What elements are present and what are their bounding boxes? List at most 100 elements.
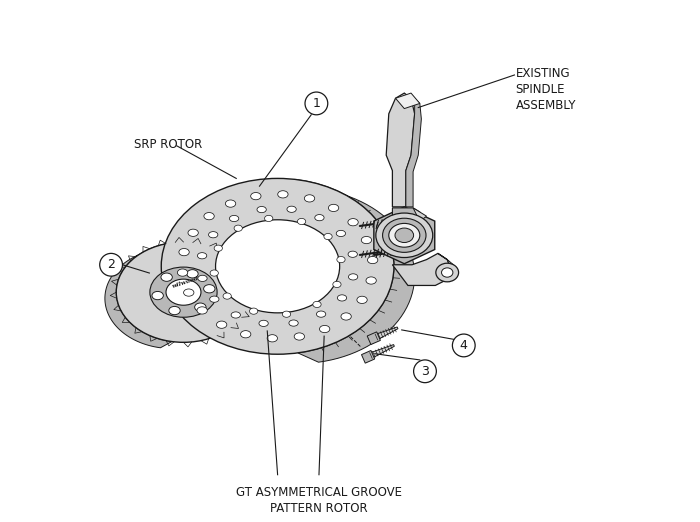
Ellipse shape	[272, 323, 281, 330]
Ellipse shape	[234, 225, 242, 231]
Ellipse shape	[368, 256, 378, 264]
Ellipse shape	[348, 251, 358, 257]
Ellipse shape	[210, 205, 402, 349]
Ellipse shape	[150, 267, 217, 317]
Polygon shape	[395, 93, 420, 109]
Ellipse shape	[295, 295, 304, 302]
Ellipse shape	[357, 296, 368, 303]
Ellipse shape	[315, 215, 324, 221]
Text: 4: 4	[460, 339, 468, 352]
Ellipse shape	[395, 228, 414, 243]
Polygon shape	[393, 208, 420, 227]
Ellipse shape	[289, 320, 298, 326]
Ellipse shape	[152, 291, 163, 300]
Text: 1: 1	[312, 97, 321, 110]
Ellipse shape	[348, 219, 358, 226]
Ellipse shape	[187, 270, 198, 278]
Polygon shape	[413, 208, 426, 221]
Ellipse shape	[230, 216, 239, 222]
Text: SRP ROTOR: SRP ROTOR	[134, 138, 202, 151]
Ellipse shape	[195, 303, 206, 311]
Text: GT ASYMMETRICAL GROOVE
PATTERN ROTOR: GT ASYMMETRICAL GROOVE PATTERN ROTOR	[236, 486, 402, 515]
Ellipse shape	[324, 233, 332, 240]
Ellipse shape	[286, 220, 295, 228]
Polygon shape	[372, 327, 398, 341]
Ellipse shape	[183, 289, 194, 296]
Ellipse shape	[267, 248, 344, 305]
Ellipse shape	[225, 200, 236, 207]
Ellipse shape	[210, 270, 218, 276]
Ellipse shape	[304, 195, 315, 202]
Circle shape	[414, 360, 436, 383]
Text: EXISTING
SPINDLE
ASSEMBLY: EXISTING SPINDLE ASSEMBLY	[515, 67, 576, 112]
Ellipse shape	[323, 288, 333, 295]
Ellipse shape	[216, 321, 227, 328]
Ellipse shape	[287, 206, 296, 212]
Ellipse shape	[197, 253, 206, 259]
Ellipse shape	[169, 306, 180, 315]
Circle shape	[305, 92, 328, 115]
Ellipse shape	[177, 269, 188, 276]
Ellipse shape	[313, 301, 321, 307]
Text: wilwood: wilwood	[172, 276, 200, 289]
Ellipse shape	[361, 236, 372, 244]
Ellipse shape	[341, 313, 351, 320]
Ellipse shape	[230, 267, 239, 275]
Ellipse shape	[442, 268, 453, 277]
Ellipse shape	[231, 312, 240, 318]
Ellipse shape	[257, 207, 266, 212]
Ellipse shape	[188, 229, 198, 236]
Polygon shape	[288, 220, 360, 322]
Ellipse shape	[364, 246, 373, 253]
Ellipse shape	[316, 311, 326, 317]
Ellipse shape	[251, 193, 261, 200]
Ellipse shape	[336, 230, 346, 236]
Polygon shape	[406, 98, 421, 207]
Polygon shape	[386, 93, 414, 207]
Ellipse shape	[267, 335, 277, 342]
Ellipse shape	[307, 251, 317, 258]
Circle shape	[99, 253, 122, 276]
Ellipse shape	[204, 284, 215, 293]
Ellipse shape	[355, 309, 364, 316]
Ellipse shape	[249, 308, 258, 314]
Ellipse shape	[259, 321, 268, 326]
Ellipse shape	[216, 220, 340, 313]
Ellipse shape	[116, 242, 251, 342]
Ellipse shape	[337, 256, 345, 263]
Ellipse shape	[214, 245, 223, 251]
Polygon shape	[105, 243, 172, 348]
Ellipse shape	[366, 277, 377, 284]
Ellipse shape	[436, 263, 459, 282]
Polygon shape	[393, 253, 451, 286]
Ellipse shape	[161, 179, 394, 354]
Ellipse shape	[330, 266, 340, 274]
Ellipse shape	[282, 311, 290, 317]
Ellipse shape	[166, 279, 201, 305]
Ellipse shape	[389, 223, 420, 247]
Polygon shape	[361, 350, 374, 363]
Circle shape	[452, 334, 475, 357]
Ellipse shape	[209, 232, 218, 238]
Polygon shape	[438, 253, 454, 280]
Ellipse shape	[298, 218, 306, 224]
Ellipse shape	[210, 296, 219, 302]
Ellipse shape	[337, 295, 346, 301]
Polygon shape	[298, 180, 414, 362]
Ellipse shape	[241, 330, 251, 338]
Ellipse shape	[376, 213, 433, 257]
Ellipse shape	[179, 248, 189, 256]
Ellipse shape	[279, 258, 288, 265]
Ellipse shape	[161, 273, 172, 281]
Ellipse shape	[319, 325, 330, 333]
Polygon shape	[374, 207, 435, 264]
Polygon shape	[367, 345, 394, 360]
Ellipse shape	[349, 274, 358, 280]
Text: 2: 2	[107, 258, 115, 271]
Ellipse shape	[265, 216, 273, 221]
Ellipse shape	[328, 204, 339, 211]
Ellipse shape	[294, 333, 304, 340]
Ellipse shape	[273, 280, 282, 287]
Polygon shape	[368, 332, 380, 345]
Ellipse shape	[198, 275, 207, 281]
